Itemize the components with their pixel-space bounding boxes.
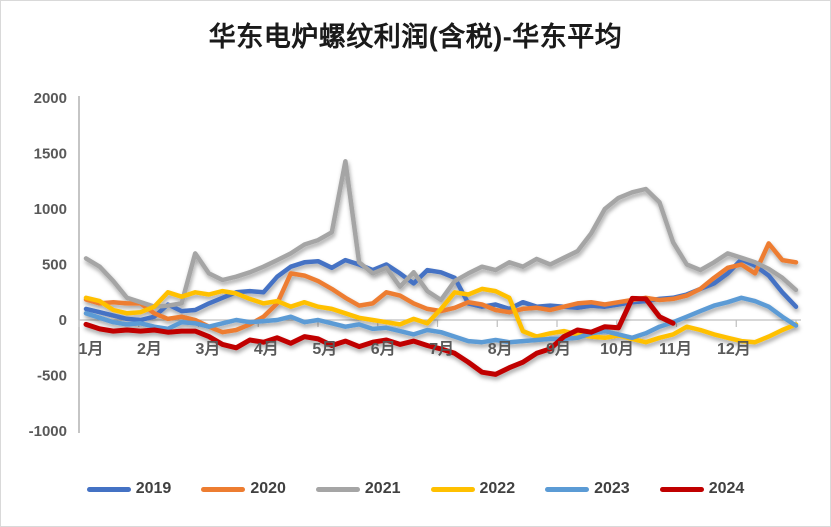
x-axis-label: 6月 [371, 340, 396, 358]
x-axis-label: 12月 [717, 340, 751, 358]
x-axis-label: 7月 [429, 340, 454, 358]
series-line-2022 [83, 286, 799, 345]
legend-item-2024: 2024 [659, 480, 745, 498]
y-axis-label: -500 [37, 368, 67, 385]
y-axis-label: -1000 [29, 423, 67, 440]
y-axis-label: 1000 [34, 201, 67, 218]
legend-swatch-2019 [86, 486, 131, 492]
legend-swatch-2023 [545, 486, 590, 492]
x-axis-label: 11月 [659, 340, 692, 358]
legend-label-2024: 2024 [708, 480, 745, 497]
legend-swatch-2021 [315, 486, 360, 492]
x-axis-label: 2月 [137, 340, 162, 358]
legend-label-2021: 2021 [364, 480, 401, 497]
series-line-2024 [83, 295, 676, 377]
legend-item-2019: 2019 [86, 480, 172, 498]
legend-item-2023: 2023 [545, 480, 630, 498]
legend-item-2020: 2020 [201, 480, 286, 498]
x-axis-label: 1月 [79, 340, 104, 358]
legend-item-2021: 2021 [315, 480, 401, 498]
x-axis-label: 4月 [254, 340, 279, 358]
legend-label-2023: 2023 [594, 480, 630, 497]
x-axis-label: 5月 [312, 340, 337, 358]
legend-label-2022: 2022 [479, 480, 516, 497]
x-axis-label: 9月 [546, 340, 571, 358]
x-axis-label: 8月 [488, 340, 513, 358]
series-line-2021 [83, 159, 799, 309]
chart-title: 华东电炉螺纹利润(含税)-华东平均 [208, 22, 623, 52]
y-axis-label: 500 [42, 257, 67, 274]
legend-label-2019: 2019 [135, 480, 172, 497]
y-axis-label: 2000 [34, 90, 67, 107]
y-axis-label: 0 [59, 312, 67, 329]
y-axis-label: 1500 [34, 146, 67, 163]
legend-item-2022: 2022 [430, 480, 516, 498]
labels-group: 2000 1500 1000 500 0 -500 -1000 1月 2月 3月 4月 5月 6月 7月 8… [29, 90, 751, 440]
chart-legend: 2019 2020 2021 2022 2023 2024 [1, 480, 830, 498]
legend-swatch-2022 [430, 486, 475, 492]
x-axis-label: 3月 [195, 340, 220, 358]
legend-swatch-2020 [201, 486, 246, 492]
legend-swatch-2024 [659, 486, 704, 492]
legend-label-2020: 2020 [250, 480, 286, 497]
series-line-2023 [83, 295, 799, 345]
x-axis-label: 10月 [600, 340, 634, 358]
series-group [83, 159, 799, 377]
